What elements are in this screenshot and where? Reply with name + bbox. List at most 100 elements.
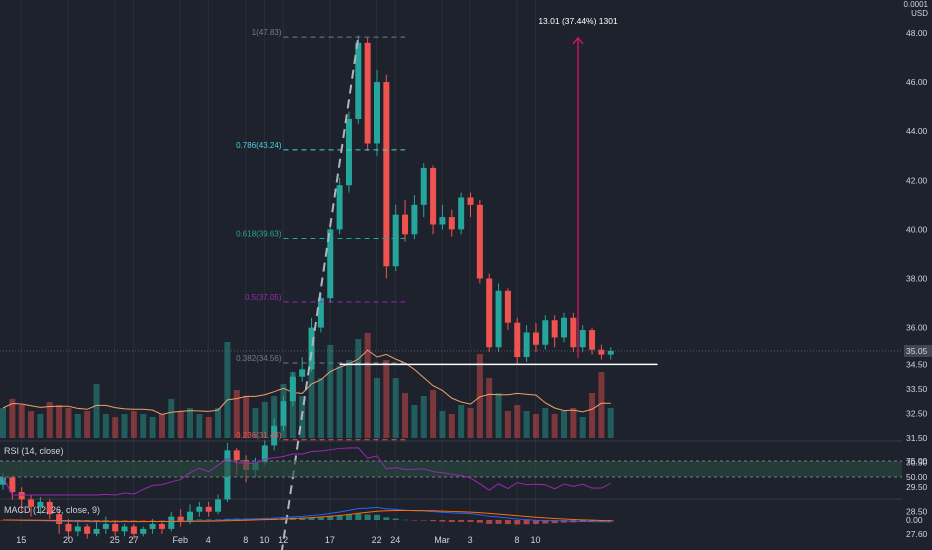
price-tick-label: 29.50	[906, 482, 928, 492]
candle-body	[355, 42, 362, 119]
fib-trend-line	[281, 37, 360, 550]
candle-body	[430, 168, 437, 225]
price-axis[interactable]: 48.00 46.00 44.00 42.00 40.00 38.00 36.00 34.50…	[904, 28, 932, 550]
volume-bar	[18, 405, 25, 438]
volume-bar	[56, 405, 63, 438]
fib-level-label: 0.618(39.63)	[236, 229, 282, 238]
time-axis[interactable]: 15 20 25 27 Feb 4 8 10 12 17 22 24 Mar 3 8 10	[16, 535, 540, 545]
volume-bar	[46, 402, 53, 438]
volume-bars	[0, 330, 614, 438]
volume-bar	[532, 414, 539, 438]
volume-bar	[561, 411, 567, 438]
price-tick-label: 46.00	[906, 77, 928, 87]
time-tick-label: 25	[110, 535, 120, 545]
candle-body	[158, 524, 165, 529]
volume-bar	[411, 405, 418, 438]
macd-histogram-bar	[196, 519, 203, 520]
price-tick-label: 38.00	[906, 274, 928, 284]
price-tick-label: 30.50	[906, 458, 928, 468]
volume-bar	[252, 408, 259, 438]
time-tick-label: 27	[128, 535, 138, 545]
price-precision: 0.0001	[903, 0, 928, 9]
candle-body	[420, 168, 427, 205]
macd-label[interactable]: MACD (12, 26, close, 9)	[4, 505, 101, 515]
time-tick-label: 8	[243, 535, 248, 545]
volume-bar	[130, 411, 137, 438]
candle-body	[439, 217, 446, 225]
volume-bar	[430, 390, 437, 438]
time-tick-label: 15	[16, 535, 26, 545]
volume-bar	[84, 411, 91, 438]
macd-histogram-bar	[504, 520, 511, 525]
candle-body	[561, 317, 567, 338]
volume-bar	[168, 399, 175, 438]
price-tick-label: 33.50	[906, 384, 928, 394]
price-tick-label: 32.50	[906, 409, 928, 419]
macd-histogram-bar	[476, 520, 483, 523]
volume-bar	[383, 360, 390, 438]
volume-bar	[486, 378, 493, 438]
measure-arrow-head	[572, 36, 584, 45]
macd-histogram-bar	[130, 520, 137, 521]
volume-bar	[9, 399, 16, 438]
rsi-pane: 75.00 50.00	[0, 447, 928, 496]
candle-body	[364, 42, 371, 144]
volume-bar	[205, 417, 212, 438]
time-tick-label: 3	[468, 535, 473, 545]
price-tick-label: 36.00	[906, 323, 928, 333]
macd-histogram-bar	[102, 520, 109, 521]
macd-histogram-bar	[140, 520, 147, 521]
candle-body	[458, 197, 465, 230]
volume-bar	[589, 393, 596, 438]
volume-bar	[177, 411, 184, 438]
candle-body	[168, 516, 175, 529]
volume-bar	[392, 378, 399, 438]
candle-body	[467, 197, 474, 205]
macd-signal-line	[2, 509, 611, 523]
volume-bar	[93, 384, 100, 438]
price-tick-label: 40.00	[906, 224, 928, 234]
candle-body	[551, 320, 558, 338]
volume-bar	[233, 390, 240, 438]
volume-bar	[364, 333, 371, 438]
candle-body	[327, 229, 334, 299]
macd-histogram-bar	[420, 520, 427, 521]
macd-histogram-bar	[299, 517, 306, 520]
candle-body	[215, 499, 222, 512]
macd-histogram-bar	[205, 519, 212, 520]
volume-bar	[542, 408, 549, 438]
price-tick-label: 26.80	[906, 548, 928, 550]
volume-bar	[495, 393, 502, 438]
volume-bar	[187, 408, 193, 438]
rsi-line	[2, 447, 611, 496]
volume-bar	[317, 378, 324, 438]
volume-bar	[458, 405, 465, 438]
volume-bar	[243, 396, 250, 438]
time-tick-label: 20	[63, 535, 73, 545]
volume-bar	[420, 396, 427, 438]
time-tick-label: 8	[514, 535, 519, 545]
macd-histogram-bar	[93, 520, 100, 521]
volume-bar	[570, 408, 577, 438]
volume-bar	[579, 417, 586, 438]
macd-histogram-bar	[514, 520, 521, 525]
macd-histogram-bar	[355, 513, 362, 520]
macd-histogram-bar	[177, 519, 184, 521]
volume-bar	[215, 408, 222, 438]
price-tick-label: 34.50	[906, 359, 928, 369]
macd-histogram-bar	[589, 520, 596, 522]
volume-bar	[271, 396, 278, 438]
candle-body	[37, 501, 44, 507]
candle-body	[196, 506, 203, 512]
drawing-tools[interactable]: 1(47.83) 0.786(43.24) 0.618(39.63) 0.5(37.0…	[0, 16, 902, 550]
time-tick-label: 17	[325, 535, 335, 545]
volume-bar	[467, 408, 474, 438]
macd-histogram-bar	[430, 520, 437, 522]
candle-body	[28, 499, 35, 507]
volume-bar	[102, 414, 109, 438]
price-tick-label: 48.00	[906, 28, 928, 38]
rsi-label[interactable]: RSI (14, close)	[4, 446, 64, 456]
time-tick-label: 22	[372, 535, 382, 545]
candle-body	[187, 511, 193, 522]
